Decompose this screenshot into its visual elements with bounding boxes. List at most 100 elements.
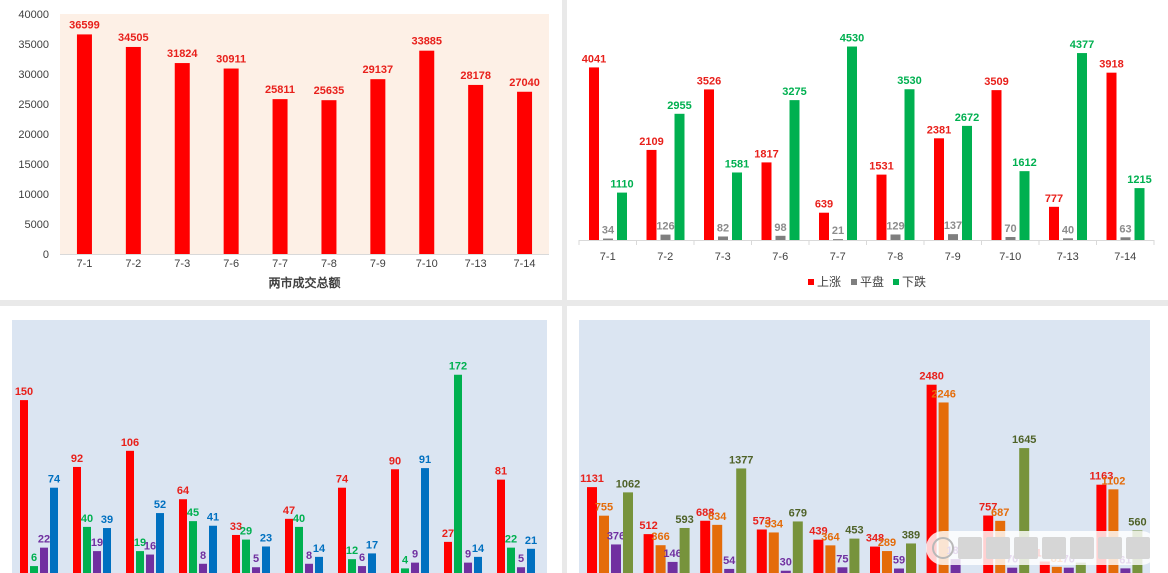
data-label: 75 — [836, 553, 848, 565]
x-tick-label: 7-3 — [715, 251, 731, 263]
bar — [103, 528, 111, 573]
bar — [950, 559, 961, 573]
x-tick-label: 7-9 — [370, 258, 386, 270]
bar — [474, 556, 482, 573]
data-label: 1377 — [729, 454, 753, 466]
data-label: 28178 — [460, 70, 491, 82]
y-tick-label: 10000 — [18, 189, 49, 201]
bar — [587, 487, 597, 573]
data-label: 366 — [651, 531, 669, 543]
y-tick-label: 0 — [43, 249, 49, 261]
data-label: 389 — [902, 529, 920, 541]
bar — [1077, 53, 1087, 240]
x-tick-label: 7-10 — [416, 258, 438, 270]
bar — [813, 539, 824, 573]
data-label: 3530 — [897, 75, 921, 87]
data-label: 40 — [293, 513, 305, 525]
bar — [1019, 171, 1030, 240]
bar — [704, 89, 714, 240]
data-label: 40 — [1062, 224, 1074, 236]
data-label: 512 — [639, 520, 657, 532]
x-tick-label: 7-6 — [772, 251, 788, 263]
advance-decline-chart-panel: 4041 2109 3526 1817 639 1531 2381 3509 777 3918 34… — [567, 0, 1168, 300]
data-label: 6 — [359, 552, 365, 564]
bar — [262, 546, 270, 573]
bar — [674, 113, 685, 240]
data-label: 92 — [71, 453, 83, 465]
y-tick-label: 20000 — [18, 129, 49, 141]
bar — [1007, 567, 1018, 573]
x-tick-label: 7-2 — [125, 258, 141, 270]
bar — [1106, 72, 1117, 240]
bar — [285, 518, 293, 573]
x-tick-label: 7-10 — [999, 251, 1021, 263]
bar — [679, 527, 690, 573]
bar — [1039, 561, 1050, 573]
bar — [1019, 448, 1030, 573]
x-tick-label: 7-9 — [945, 251, 961, 263]
bar — [1134, 188, 1145, 240]
data-label: 593 — [675, 514, 693, 526]
data-label: 23 — [260, 532, 272, 544]
stock-count-bar-chart: 1131512688573439348248075715111637553666… — [579, 320, 1150, 573]
bar — [789, 100, 800, 240]
bar — [1049, 206, 1059, 240]
bar — [468, 84, 484, 254]
x-tick-label: 7-6 — [223, 258, 239, 270]
data-label: 34505 — [118, 32, 149, 44]
bar — [660, 234, 671, 240]
bar — [819, 212, 829, 240]
data-label: 74 — [336, 474, 349, 486]
data-label: 777 — [1045, 193, 1063, 205]
bar — [1120, 237, 1131, 240]
data-label: 82 — [717, 222, 729, 234]
bar — [938, 402, 949, 573]
bar — [146, 554, 154, 573]
legend-swatch — [851, 279, 857, 285]
data-label: 59 — [893, 555, 905, 567]
bar — [926, 384, 937, 573]
bar — [991, 90, 1002, 240]
bar — [792, 521, 803, 573]
bar — [934, 138, 944, 240]
bar — [454, 374, 462, 573]
bar — [870, 546, 880, 573]
data-label: 1612 — [1012, 157, 1036, 169]
limit-count-chart-panel: 150 92 106 64 33 47 74 90 27 81 6 40 19 45 29 40 12 4 172 2… — [0, 306, 562, 573]
data-label: 534 — [765, 518, 784, 530]
bar — [768, 532, 779, 573]
data-label: 36599 — [69, 19, 100, 31]
bar — [643, 534, 654, 573]
bar — [617, 192, 627, 240]
data-label: 3275 — [782, 86, 806, 98]
data-label: 74 — [48, 474, 61, 486]
plot-area — [12, 320, 547, 573]
data-label: 4041 — [582, 53, 606, 65]
bar — [50, 487, 58, 573]
bar — [252, 567, 260, 573]
bar — [93, 551, 101, 573]
watermark-logo-icon — [932, 537, 954, 559]
legend-label: 下跌 — [902, 274, 926, 289]
bar — [589, 67, 599, 241]
data-label: 30 — [780, 557, 792, 569]
watermark-overlay — [926, 531, 1158, 565]
bar — [232, 534, 240, 573]
bar — [1096, 484, 1107, 573]
bar — [1005, 237, 1016, 240]
bar — [83, 526, 91, 573]
data-label: 4377 — [1070, 39, 1094, 51]
data-label: 2480 — [919, 371, 943, 383]
data-label: 376 — [607, 530, 625, 542]
y-tick-label: 35000 — [18, 39, 49, 51]
data-label: 1163 — [1089, 471, 1113, 483]
data-label: 27 — [442, 528, 454, 540]
data-label: 364 — [821, 531, 840, 543]
y-tick-label: 30000 — [18, 69, 49, 81]
data-label: 150 — [15, 386, 33, 398]
limit-count-bar-chart: 1509210664334774902781640194529401241722… — [12, 320, 547, 573]
data-label: 137 — [944, 220, 962, 232]
data-label: 1131 — [580, 473, 604, 485]
data-label: 22 — [38, 534, 50, 546]
x-tick-label: 7-8 — [321, 258, 337, 270]
